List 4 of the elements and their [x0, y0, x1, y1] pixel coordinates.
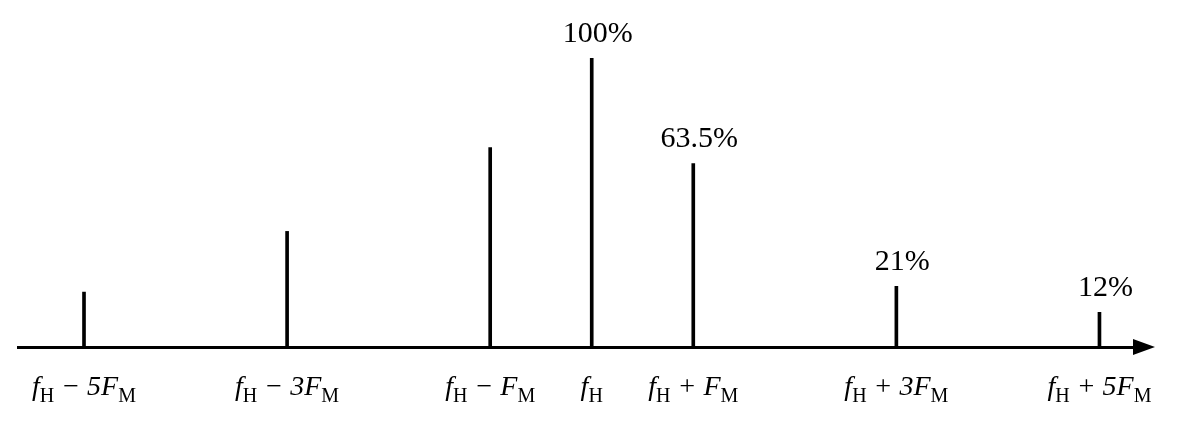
data-label: 12%	[1077, 269, 1133, 303]
data-label: 100%	[562, 15, 633, 48]
data-label: 21%	[874, 243, 930, 277]
data-label: 63.5%	[660, 120, 739, 154]
